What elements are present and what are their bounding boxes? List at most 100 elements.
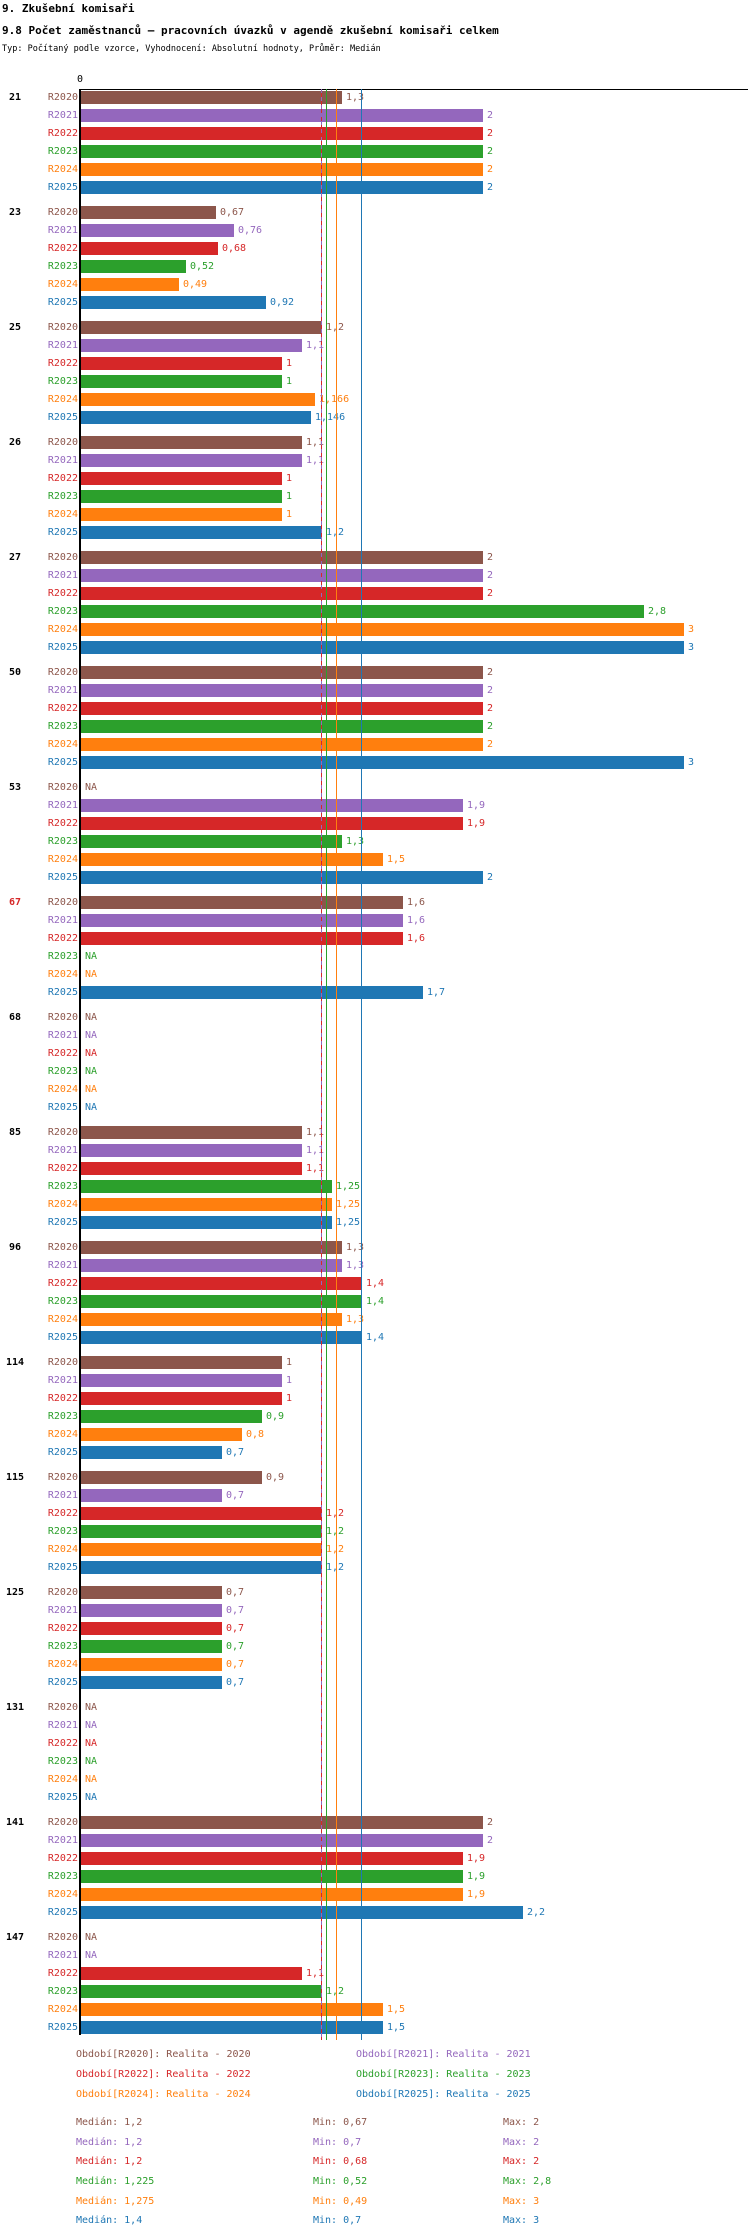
bar-track: 1,3 [81, 91, 750, 104]
bar [81, 1374, 282, 1387]
series-label: R2021 [47, 225, 78, 236]
bar [81, 1277, 362, 1290]
bar-track: NA [81, 1791, 750, 1804]
series-label: R2022 [47, 1278, 78, 1289]
bar-row: R2022 NA [0, 1047, 750, 1060]
bar-row: R2024 0,8 [0, 1428, 750, 1441]
bar-track: 2 [81, 127, 750, 140]
bar [81, 1126, 302, 1139]
series-label: R2022 [47, 1163, 78, 1174]
bar-value-label: 0,7 [226, 1659, 245, 1670]
bar-group-27: 27 R2020 2 R2021 2 R2022 2 R2023 2,8 R2024 3 R2025 3 [0, 551, 750, 654]
bar-group-85: 85 R2020 1,1 R2021 1,1 R2022 1,1 R2023 1,25 R2024… [0, 1126, 750, 1229]
bar-value-label: 1,2 [326, 526, 344, 540]
group-label: 141 [5, 1817, 25, 1828]
bar-value-label: 1,4 [366, 1332, 385, 1343]
bar-track: 1,3 [81, 1313, 750, 1326]
bar [81, 853, 383, 866]
bar-value-label: NA [85, 951, 98, 962]
bar-track: 2 [81, 569, 750, 582]
bar [81, 1507, 322, 1520]
series-label: R2020 [47, 437, 78, 448]
series-label: R2023 [47, 1066, 78, 1077]
bar [81, 1180, 332, 1193]
bar [81, 508, 282, 521]
group-label: 125 [5, 1587, 25, 1598]
bar [81, 109, 483, 122]
bar [81, 1888, 463, 1901]
bar-row: R2021 2 [0, 1834, 750, 1847]
bar-row: R2022 1,6 [0, 932, 750, 945]
series-label: R2020 [47, 1242, 78, 1253]
bar-track: 0,7 [81, 1586, 750, 1599]
bar-value-label: 1,1 [306, 1968, 325, 1979]
bar [81, 835, 342, 848]
median-value-R2022: Medián: 1,2 [76, 2156, 143, 2168]
bar-value-label: 2,2 [527, 1907, 546, 1918]
bar-row: R2022 0,68 [0, 242, 750, 255]
bar-row: R2022 1 [0, 357, 750, 370]
bar [81, 1622, 222, 1635]
bar-track: 0,76 [81, 224, 750, 237]
bar-track: 1,1 [81, 436, 750, 449]
bar-value-label: NA [85, 1720, 98, 1731]
bar-track: 1 [81, 1356, 750, 1369]
bar-track: 2 [81, 587, 750, 600]
series-label: R2021 [47, 1835, 78, 1846]
bar-row: R2025 2 [0, 181, 750, 194]
bar-value-label: 0,7 [226, 1641, 245, 1652]
series-label: R2022 [47, 1393, 78, 1404]
bar [81, 1604, 222, 1617]
bar-value-label: 2 [487, 182, 494, 193]
bar-row: R2022 1,9 [0, 817, 750, 830]
bar-value-label: 1 [286, 358, 293, 369]
bar-value-label: 2 [487, 721, 494, 732]
bar-value-label: 1,5 [387, 2022, 406, 2033]
series-label: R2022 [47, 473, 78, 484]
bar [81, 1834, 483, 1847]
bar-row: R2023 0,52 [0, 260, 750, 273]
series-label: R2024 [47, 2004, 78, 2015]
bar-value-label: 3 [688, 757, 695, 768]
bar-row: R2021 0,7 [0, 1489, 750, 1502]
group-label: 68 [8, 1012, 22, 1023]
bar-value-label: 0,67 [220, 207, 245, 218]
series-label: R2022 [47, 243, 78, 254]
bar-track: NA [81, 1755, 750, 1768]
series-label: R2024 [47, 1314, 78, 1325]
bar-value-label: 0,49 [183, 279, 208, 290]
series-label: R2025 [47, 987, 78, 998]
bar-track: 0,7 [81, 1604, 750, 1617]
bar-track: 1,25 [81, 1180, 750, 1193]
bar-value-label: 2 [487, 1835, 494, 1846]
series-label: R2021 [47, 1030, 78, 1041]
bar-track: 1,1 [81, 1162, 750, 1175]
series-label: R2025 [47, 1332, 78, 1343]
bar-track: 0,9 [81, 1410, 750, 1423]
bar-value-label: 1,5 [387, 2004, 406, 2015]
bar-track: 1 [81, 1392, 750, 1405]
bar-row: R2024 2 [0, 163, 750, 176]
bar-value-label: 1,3 [346, 836, 365, 847]
bar-row: R2022 2 [0, 587, 750, 600]
bar-value-label: 1,3 [346, 1260, 365, 1271]
bar-track: 0,7 [81, 1489, 750, 1502]
stats-row-R2024: Medián: 1,275 Min: 0,49 Max: 3 [0, 2193, 750, 2213]
bar-value-label: 1,6 [407, 897, 426, 908]
bar-group-141: 141 R2020 2 R2021 2 R2022 1,9 R2023 1,9 R2024 1,9 R… [0, 1816, 750, 1919]
bar-row: R2023 1,3 [0, 835, 750, 848]
bar-row: 115 R2020 0,9 [0, 1471, 750, 1484]
series-label: R2021 [47, 1605, 78, 1616]
chart-title: 9.8 Počet zaměstnanců – pracovních úvazk… [2, 24, 499, 37]
bar-value-label: NA [85, 1738, 98, 1749]
series-label: R2020 [47, 1817, 78, 1828]
bar-track: 1 [81, 1374, 750, 1387]
median-value-R2024: Medián: 1,275 [76, 2195, 155, 2207]
series-label: R2024 [47, 739, 78, 750]
legend-item-R2021: Období[R2021]: Realita - 2021 [356, 2049, 531, 2060]
series-label: R2021 [47, 110, 78, 121]
bar-row: R2023 2,8 [0, 605, 750, 618]
bar [81, 260, 186, 273]
bar-row: R2024 1,25 [0, 1198, 750, 1211]
bar-value-label: 1 [286, 376, 293, 387]
